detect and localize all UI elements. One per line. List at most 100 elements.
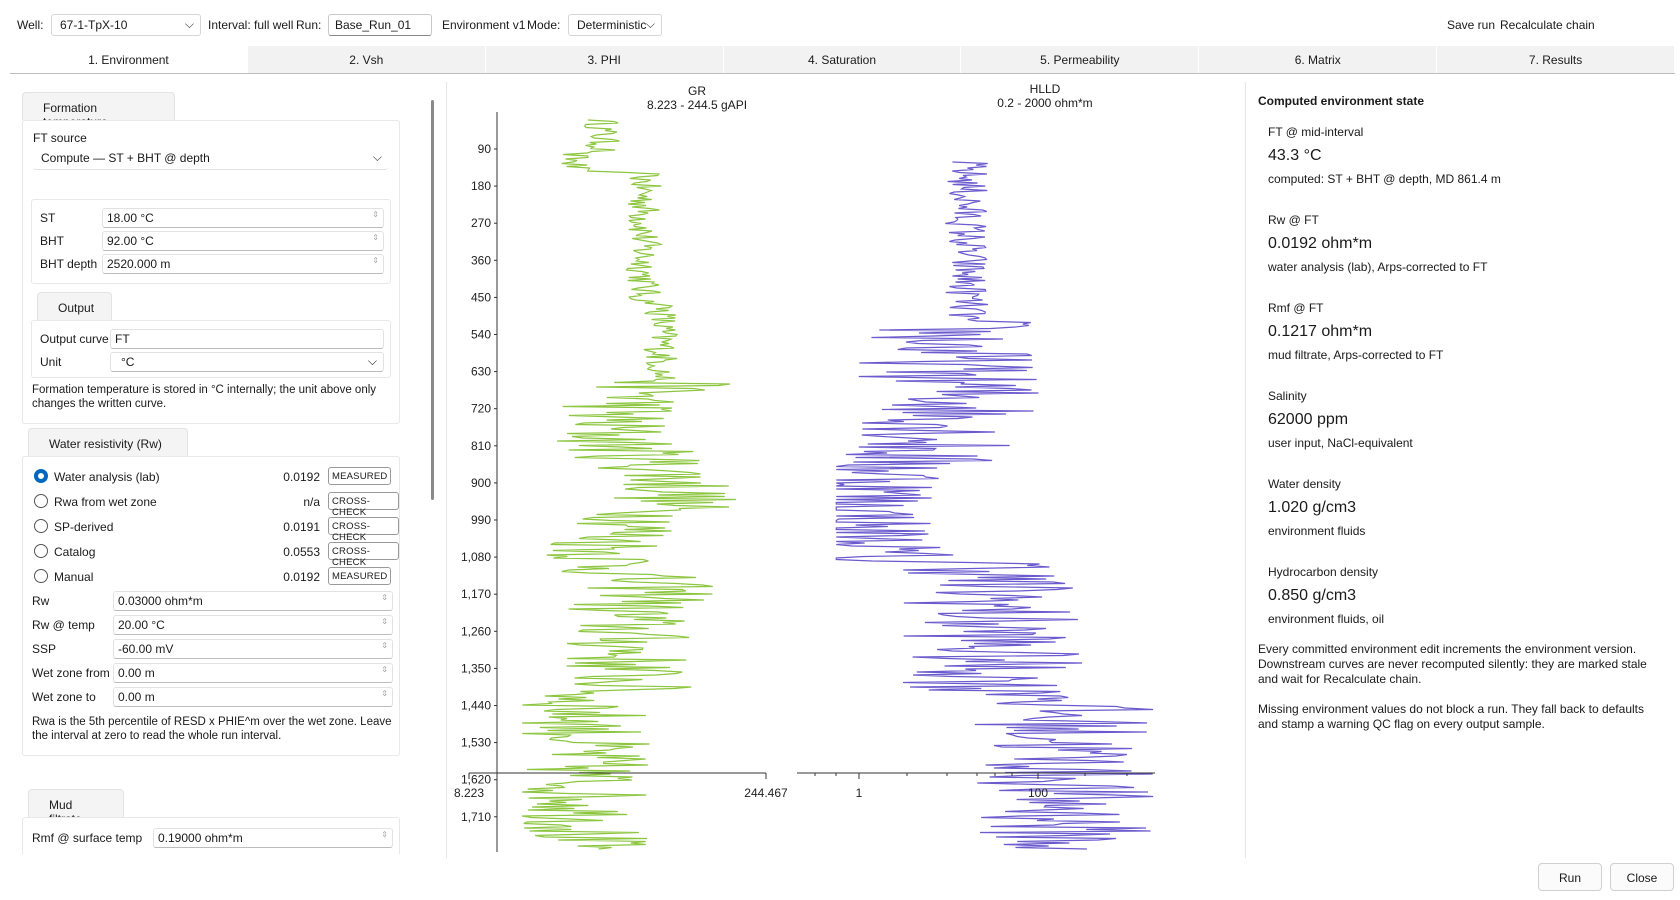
- rw-temp-field[interactable]: 20.00 °C ⇕: [113, 615, 393, 635]
- salinity-label: Salinity: [1268, 389, 1307, 403]
- depth-tick-label: 900: [471, 476, 491, 490]
- depth-tick-label: 360: [471, 253, 491, 267]
- rmf-ft-label: Rmf @ FT: [1268, 301, 1324, 315]
- mode-select[interactable]: Deterministic ⌵: [568, 14, 662, 36]
- ssp-label: SSP: [32, 642, 57, 656]
- rw-option-label: Rwa from wet zone: [54, 495, 157, 509]
- rmf-label: Rmf @ surface temp: [32, 831, 143, 845]
- rw-field[interactable]: 0.03000 ohm*m ⇕: [113, 591, 393, 611]
- tab-environment[interactable]: 1. Environment: [10, 46, 248, 73]
- output-section: Output curve FT Unit °C ⌵: [31, 320, 391, 378]
- depth-tick-label: 180: [471, 179, 491, 193]
- bht-label: BHT: [40, 234, 64, 248]
- environment-version: Environment v1: [442, 18, 526, 32]
- tab-results[interactable]: 7. Results: [1437, 46, 1676, 73]
- salinity-sub: user input, NaCl-equivalent: [1268, 436, 1413, 450]
- rw-option-value: 0.0191: [283, 520, 320, 534]
- rw-option-catalog-radio[interactable]: [34, 544, 48, 558]
- well-select[interactable]: 67-1-TpX-10 ⌵: [51, 14, 201, 36]
- wet-zone-from-field[interactable]: 0.00 m ⇕: [113, 663, 393, 683]
- mud-filtrate-header: Mud filtrate: [28, 789, 124, 826]
- wet-zone-from-label: Wet zone from: [32, 666, 110, 680]
- wet-zone-to-field[interactable]: 0.00 m ⇕: [113, 687, 393, 707]
- depth-tick-label: 1,440: [461, 699, 491, 713]
- run-label: Run:: [296, 18, 322, 32]
- tab-permeability[interactable]: 5. Permeability: [961, 46, 1200, 73]
- rw-option-wetzone-radio[interactable]: [34, 494, 48, 508]
- rw-option-value: 0.0192: [283, 570, 320, 584]
- mode-label: Mode:: [527, 18, 561, 32]
- wet-zone-from-value: 0.00 m: [118, 666, 155, 680]
- unit-select[interactable]: °C ⌵: [110, 352, 384, 372]
- depth-tick-label: 270: [471, 216, 491, 230]
- run-button[interactable]: Run: [1538, 863, 1602, 891]
- water-density-label: Water density: [1268, 477, 1341, 491]
- rw-option-value: 0.0553: [283, 545, 320, 559]
- hlld-tick-label: 1: [856, 786, 863, 800]
- tab-saturation[interactable]: 4. Saturation: [723, 46, 962, 73]
- rmf-ft-value: 0.1217 ohm*m: [1268, 323, 1373, 340]
- left-panel-scrollbar[interactable]: [431, 100, 434, 500]
- tab-phi[interactable]: 3. PHI: [485, 46, 724, 73]
- environment-settings-panel: Formation temperature FT source Compute …: [22, 92, 415, 854]
- mud-filtrate-section: Rmf @ surface temp 0.19000 ohm*m ⇕: [22, 817, 400, 854]
- spin-icon: ⇕: [372, 233, 379, 242]
- water-resistivity-section: Water analysis (lab) 0.0192 MEASURED Rwa…: [22, 456, 400, 756]
- save-run-button[interactable]: Save run: [1447, 18, 1496, 32]
- bht-field[interactable]: 92.00 °C ⇕: [102, 231, 384, 251]
- gr-track-range: 8.223 - 244.5 gAPI: [646, 98, 748, 112]
- output-curve-input[interactable]: FT: [110, 329, 384, 349]
- wet-zone-to-label: Wet zone to: [32, 690, 96, 704]
- ft-mid-value: 43.3 °C: [1268, 147, 1322, 164]
- depth-tick-label: 90: [478, 142, 492, 156]
- rw-option-label: SP-derived: [54, 520, 114, 534]
- depth-tick-label: 810: [471, 439, 491, 453]
- cross-check-badge: CROSS-CHECK: [328, 517, 399, 543]
- depth-tick-label: 1,080: [461, 550, 491, 564]
- rmf-field[interactable]: 0.19000 ohm*m ⇕: [153, 828, 393, 848]
- run-name-input[interactable]: Base_Run_01: [328, 14, 432, 36]
- rw-option-value: n/a: [303, 495, 320, 509]
- rw-temp-value: 20.00 °C: [118, 618, 165, 632]
- gr-track-name: GR: [688, 84, 706, 98]
- tab-vsh[interactable]: 2. Vsh: [247, 46, 486, 73]
- rw-option-sp-radio[interactable]: [34, 519, 48, 533]
- bht-value: 92.00 °C: [107, 234, 154, 248]
- bht-depth-value: 2520.000 m: [107, 257, 171, 271]
- well-label: Well:: [17, 18, 44, 32]
- hc-density-value: 0.850 g/cm3: [1268, 587, 1357, 604]
- ssp-field[interactable]: -60.00 mV ⇕: [113, 639, 393, 659]
- hc-density-label: Hydrocarbon density: [1268, 565, 1379, 579]
- hc-density-sub: environment fluids, oil: [1268, 612, 1385, 626]
- cross-check-badge: CROSS-CHECK: [328, 492, 399, 518]
- chevron-down-icon: ⌵: [367, 354, 377, 368]
- log-tracks-view: GR 8.223 - 244.5 gAPI 90 180 270 360 450 540 6…: [446, 82, 1246, 858]
- rmf-ft-sub: mud filtrate, Arps-corrected to FT: [1268, 348, 1444, 362]
- chevron-down-icon: ⌵: [372, 150, 382, 164]
- st-label: ST: [40, 211, 56, 225]
- spin-icon: ⇕: [381, 593, 388, 602]
- hlld-track-header: HLLD 0.2 - 2000 ohm*m: [925, 82, 1165, 110]
- tab-matrix[interactable]: 6. Matrix: [1199, 46, 1438, 73]
- rw-option-lab-radio[interactable]: [34, 469, 48, 483]
- formation-temperature-section: FT source Compute — ST + BHT @ depth ⌵ S…: [22, 120, 400, 424]
- rw-option-label: Catalog: [54, 545, 96, 559]
- rw-option-manual-radio[interactable]: [34, 569, 48, 583]
- bht-depth-field[interactable]: 2520.000 m ⇕: [102, 254, 384, 274]
- rw-ft-sub: water analysis (lab), Arps-corrected to …: [1268, 260, 1488, 274]
- ft-compute-inputs: ST 18.00 °C ⇕ BHT 92.00 °C ⇕ BHT depth 252…: [31, 199, 391, 284]
- ft-source-select[interactable]: Compute — ST + BHT @ depth ⌵: [33, 148, 388, 170]
- st-field[interactable]: 18.00 °C ⇕: [102, 208, 384, 228]
- spin-icon: ⇕: [372, 256, 379, 265]
- spin-icon: ⇕: [381, 617, 388, 626]
- top-toolbar: Well: 67-1-TpX-10 ⌵ Interval: full well …: [0, 0, 1680, 48]
- unit-label: Unit: [40, 355, 62, 369]
- output-curve-value: FT: [115, 332, 130, 346]
- computed-environment-panel: Computed environment state FT @ mid-inte…: [1258, 92, 1658, 792]
- chevron-down-icon: ⌵: [184, 17, 194, 31]
- recalculate-chain-button[interactable]: Recalculate chain: [1500, 18, 1595, 32]
- close-button[interactable]: Close: [1610, 863, 1674, 891]
- depth-tick-label: 1,530: [461, 736, 491, 750]
- measured-badge: MEASURED: [328, 567, 392, 585]
- gr-curve: [521, 119, 736, 850]
